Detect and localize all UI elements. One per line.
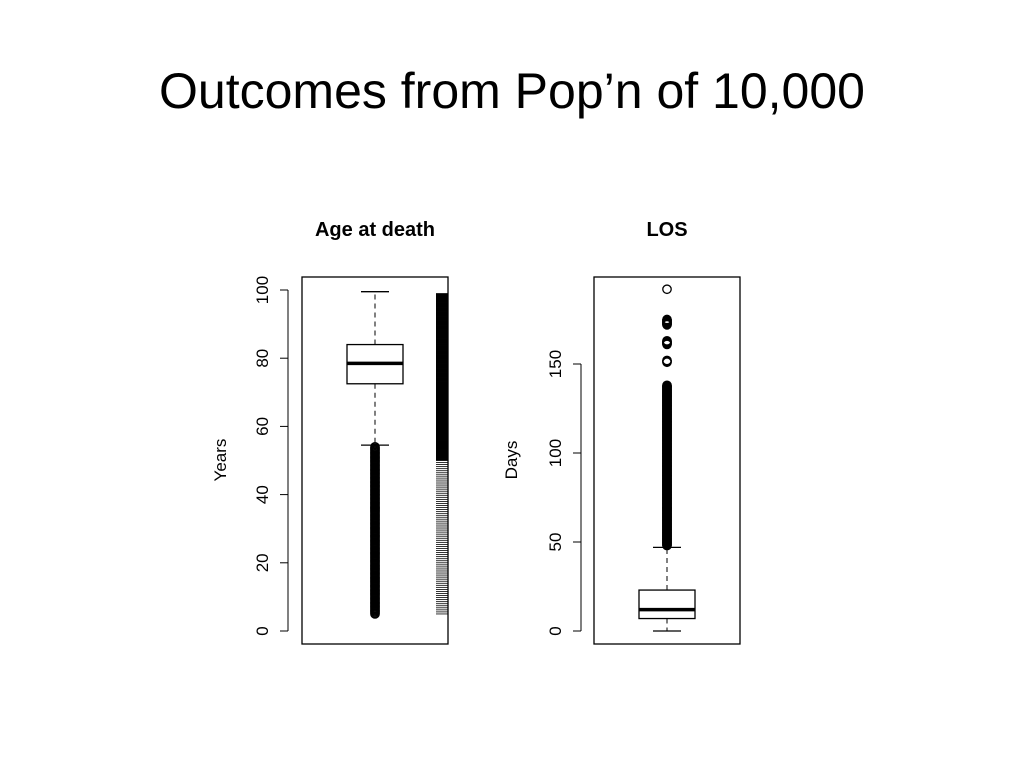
y-tick-label: 150	[546, 350, 565, 378]
chart-title-los: LOS	[646, 219, 687, 241]
outlier-point	[662, 314, 672, 325]
y-tick-label: 0	[253, 626, 272, 635]
y-axis-label-age: Years	[211, 439, 230, 482]
y-tick-label: 50	[546, 533, 565, 552]
y-tick-label: 0	[546, 626, 565, 635]
outlier-point	[662, 355, 672, 366]
y-tick-label: 100	[546, 439, 565, 467]
outlier-point	[662, 284, 672, 295]
y-ticks-age: 0 20 40 60 80 100	[253, 276, 288, 636]
y-ticks-los: 0 50 100 150	[546, 350, 581, 636]
y-tick-label: 100	[253, 276, 272, 304]
y-axis-label-los: Days	[502, 441, 521, 480]
los-chart: LOS Days 0 50 100 150	[502, 219, 741, 645]
y-tick-label: 20	[253, 553, 272, 572]
age-at-death-chart: Age at death Years 0 20 40 60 80 100	[211, 219, 449, 645]
iqr-box	[638, 589, 696, 620]
rug-age	[436, 293, 448, 615]
outlier-point	[662, 336, 672, 346]
outliers-age	[370, 442, 380, 619]
boxplot-los	[638, 546, 696, 632]
chart-title-age: Age at death	[315, 219, 435, 241]
plot-frame-los	[593, 276, 741, 645]
y-tick-label: 80	[253, 349, 272, 368]
y-tick-label: 60	[253, 417, 272, 436]
outlier-point	[370, 442, 380, 452]
boxplot-age	[346, 291, 404, 446]
slide-title: Outcomes from Pop’n of 10,000	[159, 63, 865, 119]
outlier-point	[662, 380, 672, 391]
outliers-los	[662, 284, 672, 551]
y-tick-label: 40	[253, 485, 272, 504]
